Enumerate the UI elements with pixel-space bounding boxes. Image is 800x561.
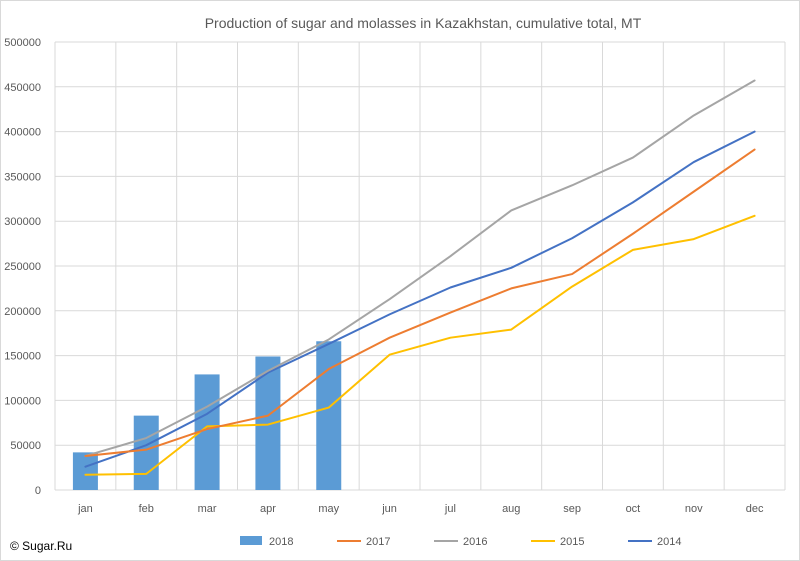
x-tick-label: oct [626, 503, 641, 515]
gridlines [54, 41, 786, 491]
legend-label-2014: 2014 [657, 536, 681, 548]
y-tick-label: 50000 [10, 440, 41, 452]
x-tick-label: jan [77, 503, 93, 515]
y-tick-label: 450000 [4, 82, 41, 94]
y-tick-label: 400000 [4, 127, 41, 139]
x-tick-label: may [318, 503, 339, 515]
y-tick-label: 500000 [4, 37, 41, 49]
y-tick-label: 0 [35, 485, 41, 497]
y-axis-ticks: 0 50000 100000 150000 200000 250000 300000 3500… [4, 37, 41, 497]
x-tick-label: apr [260, 503, 276, 515]
legend-swatch-2018 [240, 536, 262, 545]
line-series-2016 [84, 79, 756, 457]
x-axis-ticks: jan feb mar apr may jun jul aug sep oct nov dec [77, 503, 764, 515]
y-tick-label: 300000 [4, 216, 41, 228]
x-tick-label: nov [685, 503, 703, 515]
y-tick-label: 250000 [4, 261, 41, 273]
line-series-2017 [84, 148, 756, 457]
y-tick-label: 150000 [4, 351, 41, 363]
legend-label-2015: 2015 [560, 536, 584, 548]
bar-2018-may [316, 341, 342, 490]
copyright-credit: © Sugar.Ru [10, 539, 72, 553]
chart-title: Production of sugar and molasses in Kaza… [205, 15, 642, 31]
legend-label-2016: 2016 [463, 536, 487, 548]
x-tick-label: aug [502, 503, 520, 515]
x-tick-label: sep [563, 503, 581, 515]
line-series-2015 [84, 214, 756, 476]
bar-2018-jan [72, 452, 98, 490]
x-tick-label: dec [746, 503, 764, 515]
x-tick-label: jun [381, 503, 397, 515]
legend-label-2018: 2018 [269, 536, 293, 548]
y-tick-label: 100000 [4, 395, 41, 407]
x-tick-label: mar [198, 503, 217, 515]
legend-label-2017: 2017 [366, 536, 390, 548]
line-series [84, 79, 756, 476]
line-series-2014 [84, 130, 756, 468]
x-tick-label: jul [444, 503, 456, 515]
y-tick-label: 350000 [4, 171, 41, 183]
bar-2018-feb [133, 415, 159, 490]
legend: 2018 2017 2016 2015 2014 [240, 536, 681, 548]
y-tick-label: 200000 [4, 306, 41, 318]
x-tick-label: feb [139, 503, 154, 515]
